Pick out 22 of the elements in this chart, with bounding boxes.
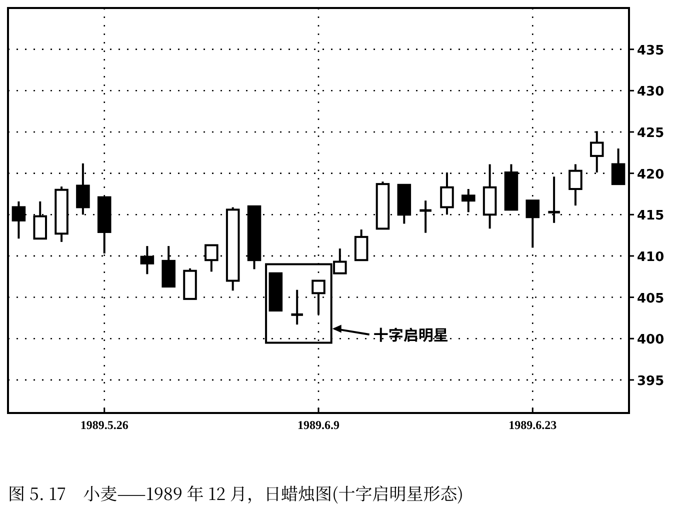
text: 图 5. 17 小麦——1989 年 12 月，日蜡烛图(十字启明星形态) bbox=[8, 480, 464, 505]
candlestick bbox=[611, 148, 626, 186]
y-tick-label: 395 bbox=[637, 374, 664, 389]
y-tick-label: 420 bbox=[637, 167, 664, 182]
y-tick-label: 415 bbox=[637, 208, 664, 224]
y-tick-label: 405 bbox=[637, 291, 664, 306]
candlestick bbox=[440, 171, 454, 216]
candlestick bbox=[568, 163, 582, 207]
candlestick bbox=[354, 228, 368, 262]
x-tick-label: 1989.5.26 bbox=[80, 418, 128, 432]
candlestick bbox=[333, 248, 347, 274]
y-tick-label: 430 bbox=[637, 84, 664, 100]
y-tick-label: 435 bbox=[637, 43, 664, 58]
candlestick bbox=[462, 188, 476, 214]
candlestick bbox=[418, 200, 433, 234]
candlestick bbox=[526, 200, 540, 249]
y-tick-label: 400 bbox=[637, 332, 664, 348]
x-tick-label: 1989.6.9 bbox=[298, 418, 340, 432]
y-tick-label: 410 bbox=[637, 250, 664, 265]
x-tick-label: 1989.6.23 bbox=[508, 418, 557, 432]
y-tick-label: 425 bbox=[637, 126, 664, 141]
annotation: 十字启明星 bbox=[373, 324, 448, 346]
